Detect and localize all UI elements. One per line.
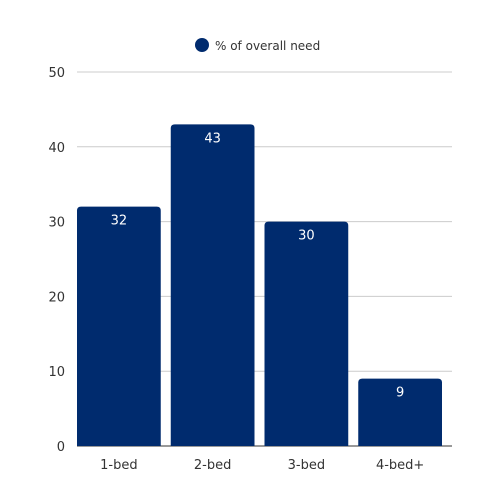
x-tick-label-4-bed+: 4-bed+: [376, 458, 424, 473]
data-label-1-bed: 32: [111, 214, 128, 229]
legend: % of overall need: [195, 38, 320, 53]
x-axis-tick-labels: 1-bed 2-bed 3-bed 4-bed+: [100, 458, 424, 473]
x-tick-label-1-bed: 1-bed: [100, 458, 137, 473]
bar-4-bed+: [358, 378, 442, 446]
bars: 32 43 30 9: [77, 124, 442, 447]
y-tick-label-40: 40: [48, 141, 65, 156]
x-tick-label-2-bed: 2-bed: [194, 458, 231, 473]
y-tick-label-50: 50: [48, 66, 65, 81]
y-axis-tick-labels: 0 10 20 30 40 50: [48, 66, 65, 455]
bar-3-bed: [264, 221, 349, 446]
legend-label: % of overall need: [215, 39, 320, 53]
legend-swatch: [195, 38, 209, 52]
bar-2-bed: [170, 124, 255, 447]
y-tick-label-30: 30: [48, 216, 65, 231]
y-tick-label-10: 10: [48, 365, 65, 380]
data-label-3-bed: 30: [298, 229, 315, 244]
y-tick-label-0: 0: [57, 440, 65, 455]
bar-1-bed: [77, 206, 161, 446]
x-tick-label-3-bed: 3-bed: [288, 458, 325, 473]
data-label-2-bed: 43: [204, 131, 221, 146]
y-tick-label-20: 20: [48, 290, 65, 305]
data-label-4-bed+: 9: [396, 386, 404, 401]
